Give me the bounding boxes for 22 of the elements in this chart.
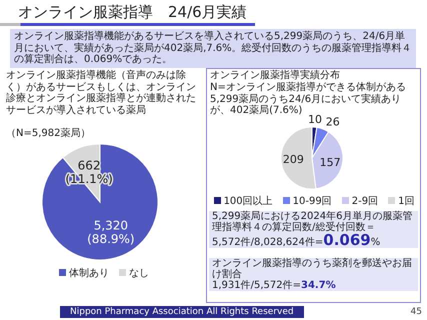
text: Nippon Pharmacy Association All Rights Reserved: [60, 306, 304, 318]
text: 5,299薬局における2024年6月単月の服薬管理指導料４の算定回数/総受付回数＝: [212, 211, 412, 233]
chart-title: オンライン服薬指導実績分布: [210, 70, 341, 82]
legend-label: なし: [128, 268, 149, 280]
legend-label: 1回: [397, 196, 414, 208]
text: オンライン服薬指導 24/6月実績: [18, 3, 248, 21]
text: 45: [410, 306, 422, 318]
data-label: 26: [326, 115, 340, 128]
legend-label: 10-99回: [292, 196, 332, 208]
pie-slice: [42, 144, 158, 260]
legend-label: 100回以上: [222, 196, 273, 208]
text: オンライン服薬指導のうち薬剤を郵送やお届け割合: [212, 258, 412, 280]
legend-label: 2-9回: [350, 196, 378, 208]
data-label: 209: [282, 153, 304, 166]
data-label: 5,320 (88.9%): [87, 218, 135, 246]
text: オンライン服薬指導機能があるサービスを導入されている5,299薬局のうち、24/6月単月において、実績があった薬局が402薬局,7.6%。総受付回数のうちの服薬管理指導料４の算定割合は、0.069%であった。: [10, 29, 416, 68]
text: 5,572件/8,028,624件=0.069%: [212, 231, 380, 249]
chart-title: オンライン服薬指導機能（音声のみは除く）があるサービスもしくは、オンライン診療とオンライン服薬指導とが連動されたサービスが導入されている薬局: [6, 70, 197, 116]
legend-label: 体制あり: [68, 268, 109, 280]
data-label: 157: [320, 156, 341, 169]
text: 1,931件/5,572件=34.7%: [212, 280, 336, 291]
chart-subtitle: （N=5,982薬局）: [6, 128, 92, 140]
